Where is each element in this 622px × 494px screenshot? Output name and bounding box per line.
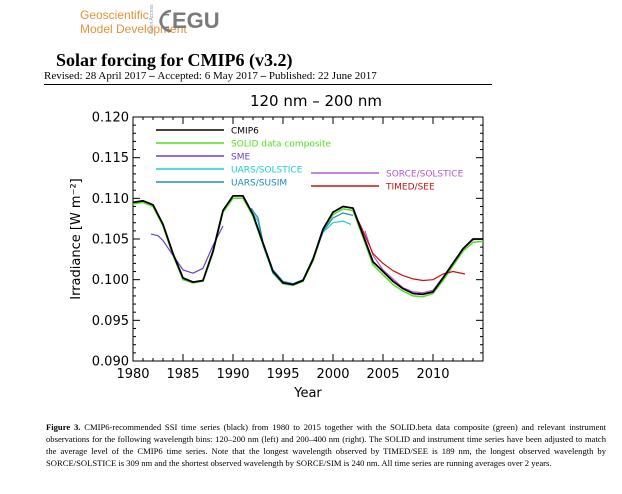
- legend-label: UARS/SOLSTICE: [231, 166, 303, 176]
- y-tick-label: 0.110: [92, 192, 129, 207]
- series-line-uars-solstice: [250, 210, 352, 286]
- caption-label: Figure 3.: [46, 422, 81, 432]
- series-line-cmip6: [132, 195, 483, 296]
- egu-logo-icon: [159, 9, 172, 33]
- legend-label: UARS/SUSIM: [231, 179, 287, 189]
- revised-date: Revised: 28 April 2017: [44, 70, 147, 82]
- publisher-logo-text: EGU: [172, 8, 220, 33]
- open-access-label: Open Access: [149, 4, 155, 34]
- publication-dates: Revised: 28 April 2017 – Accepted: 6 May…: [44, 70, 377, 82]
- y-tick-label: 0.115: [92, 151, 129, 166]
- y-tick-label: 0.095: [92, 314, 129, 329]
- chart-title: 120 nm – 200 nm: [250, 92, 382, 110]
- date-separator: –: [257, 70, 269, 82]
- figure-caption: Figure 3. CMIP6-recommended SSI time ser…: [46, 421, 606, 469]
- legend-label: SME: [231, 153, 250, 163]
- paper-title: Solar forcing for CMIP6 (v3.2): [56, 50, 293, 70]
- y-tick-label: 0.120: [92, 111, 129, 126]
- y-tick-label: 0.090: [92, 355, 129, 370]
- series-line-solid-data-composite: [132, 197, 484, 298]
- x-tick-label: 1990: [216, 367, 249, 382]
- header-rule: [44, 84, 492, 85]
- x-tick-label: 2005: [366, 367, 399, 382]
- series-line-uars-susim: [250, 207, 354, 285]
- journal-name-line1: Geoscientific: [80, 8, 149, 22]
- published-date: Published: 22 June 2017: [268, 70, 377, 82]
- legend-label: CMIP6: [231, 127, 259, 137]
- journal-name: Geoscientific Model Development: [80, 8, 187, 36]
- x-tick-label: 1985: [166, 367, 199, 382]
- irradiance-chart: 120 nm – 200 nm 1980 1985 1990 1995 2000 2005 2…: [69, 92, 484, 401]
- legend-label: SOLID data composite: [231, 140, 332, 150]
- y-tick-label: 0.105: [92, 233, 129, 248]
- date-separator: –: [146, 70, 158, 82]
- series-line-timed-see: [354, 213, 466, 282]
- legend-label: TIMED/SEE: [385, 183, 435, 193]
- y-tick-label: 0.100: [92, 273, 129, 288]
- series-line-sorce-solstice: [364, 230, 484, 294]
- x-tick-label: 2000: [316, 367, 349, 382]
- series-line-sme: [150, 225, 224, 274]
- accepted-date: Accepted: 6 May 2017: [157, 70, 258, 82]
- y-axis-label: Irradiance [W m⁻²]: [69, 178, 84, 299]
- x-tick-label: 1995: [266, 367, 299, 382]
- caption-text: CMIP6-recommended SSI time series (black…: [46, 422, 607, 468]
- legend-label: SORCE/SOLSTICE: [386, 170, 464, 180]
- x-tick-label: 1980: [116, 367, 149, 382]
- plot-frame: [132, 116, 484, 362]
- x-tick-label: 2010: [416, 367, 449, 382]
- x-axis-label: Year: [293, 386, 322, 401]
- journal-name-line2: Model Development: [80, 22, 187, 36]
